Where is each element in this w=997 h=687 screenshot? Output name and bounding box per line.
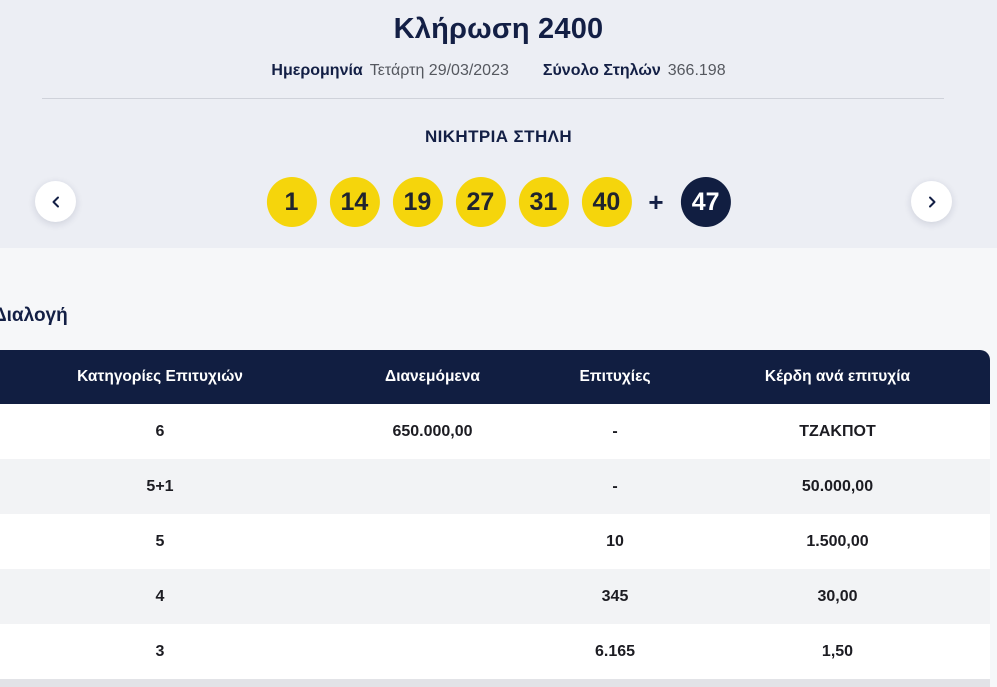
chevron-left-icon xyxy=(49,195,63,209)
bonus-number-ball: 47 xyxy=(680,177,731,227)
winning-numbers: 1 14 19 27 31 40 + 47 xyxy=(266,177,731,227)
winning-number-ball: 1 xyxy=(266,177,317,227)
winning-number-ball: 31 xyxy=(518,177,569,227)
next-draw-button[interactable] xyxy=(911,181,952,222)
winning-number-ball: 40 xyxy=(581,177,632,227)
draw-meta: Ημερομηνία Τετάρτη 29/03/2023 Σύνολο Στη… xyxy=(0,62,997,80)
cell-winners: - xyxy=(612,477,618,495)
page-title: Κλήρωση 2400 xyxy=(393,13,604,45)
cell-category: 5 xyxy=(155,532,165,550)
table-header-row: Κατηγορίες Επιτυχιών Διανεμόμενα Επιτυχί… xyxy=(0,350,990,404)
results-section: Διαλογή Κατηγορίες Επιτυχιών Διανεμόμενα… xyxy=(0,248,997,687)
table-row-partially-visible xyxy=(0,679,990,687)
table-row: 4 345 30,00 xyxy=(0,569,990,624)
column-header-prize: Κέρδη ανά επιτυχία xyxy=(764,368,911,385)
table-row: 6 650.000,00 - ΤΖΑΚΠΟΤ xyxy=(0,404,990,459)
plus-sign: + xyxy=(648,186,664,217)
cell-winners: 345 xyxy=(601,587,629,605)
column-header-distributed: Διανεμόμενα xyxy=(385,368,480,385)
cell-prize: ΤΖΑΚΠΟΤ xyxy=(799,422,876,440)
draw-date: Ημερομηνία Τετάρτη 29/03/2023 xyxy=(271,62,508,80)
total-columns: Σύνολο Στηλών 366.198 xyxy=(543,62,726,80)
table-row: 3 6.165 1,50 xyxy=(0,624,990,679)
table-row: 5+1 - 50.000,00 xyxy=(0,459,990,514)
cell-category: 3 xyxy=(155,642,165,660)
header-divider xyxy=(42,98,944,99)
column-header-categories: Κατηγορίες Επιτυχιών xyxy=(77,368,243,385)
total-columns-label: Σύνολο Στηλών xyxy=(542,62,661,79)
cell-winners: 10 xyxy=(606,532,624,550)
total-columns-value: 366.198 xyxy=(667,62,726,79)
cell-category: 4 xyxy=(155,587,165,605)
draw-date-value: Τετάρτη 29/03/2023 xyxy=(369,62,509,79)
cell-prize: 1.500,00 xyxy=(806,532,869,550)
draw-date-label: Ημερομηνία xyxy=(271,62,363,79)
cell-prize: 30,00 xyxy=(817,587,858,605)
winning-number-ball: 27 xyxy=(455,177,506,227)
results-table: Κατηγορίες Επιτυχιών Διανεμόμενα Επιτυχί… xyxy=(0,350,990,687)
cell-prize: 1,50 xyxy=(821,642,854,660)
column-header-winners: Επιτυχίες xyxy=(579,368,651,385)
chevron-right-icon xyxy=(925,195,939,209)
draw-header-section: Κλήρωση 2400 Ημερομηνία Τετάρτη 29/03/20… xyxy=(0,0,997,248)
table-row: 5 10 1.500,00 xyxy=(0,514,990,569)
cell-winners: 6.165 xyxy=(594,642,636,660)
winning-number-ball: 19 xyxy=(392,177,443,227)
cell-category: 6 xyxy=(155,422,165,440)
section-title: Διαλογή xyxy=(0,305,68,326)
cell-prize: 50.000,00 xyxy=(801,477,874,495)
cell-category: 5+1 xyxy=(146,477,174,495)
previous-draw-button[interactable] xyxy=(35,181,76,222)
winning-column-title: ΝΙΚΗΤΡΙΑ ΣΤΗΛΗ xyxy=(424,127,573,146)
winning-number-ball: 14 xyxy=(329,177,380,227)
cell-distributed: 650.000,00 xyxy=(392,422,473,440)
cell-winners: - xyxy=(612,422,618,440)
